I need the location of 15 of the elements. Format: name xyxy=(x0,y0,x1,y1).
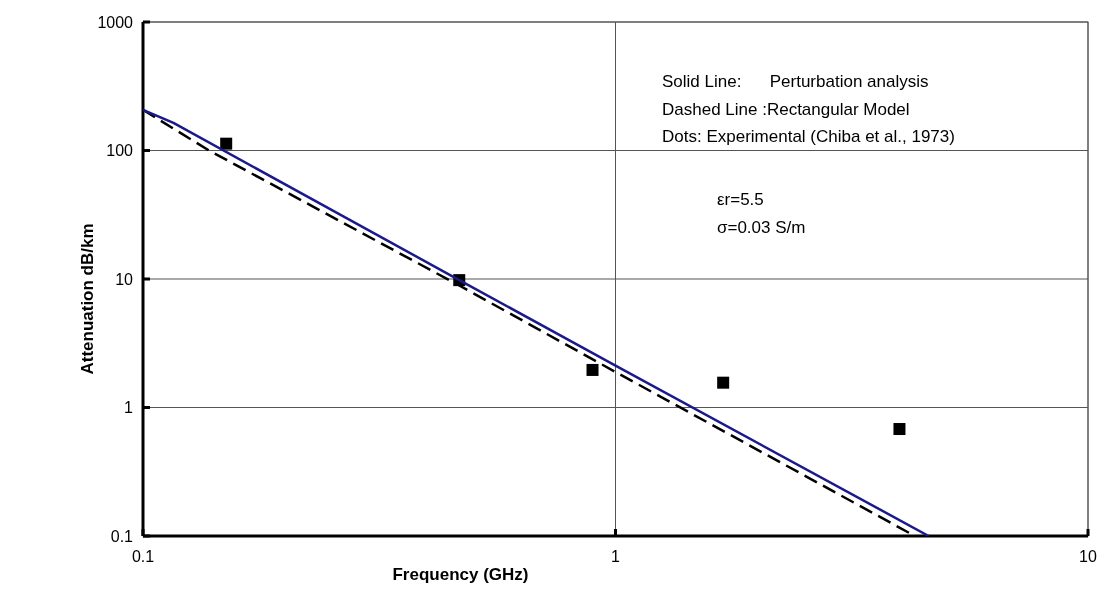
x-tick-label: 1 xyxy=(611,548,621,565)
annotation: σ=0.03 S/m xyxy=(717,217,806,237)
y-tick-label: 100 xyxy=(106,142,134,160)
annotation: εr=5.5 xyxy=(717,189,764,209)
y-tick-label: 1000 xyxy=(97,13,134,31)
x-tick-label: 10 xyxy=(1079,548,1097,565)
x-axis-title: Frequency (GHz) xyxy=(392,565,529,584)
annotation: Dashed Line :Rectangular Model xyxy=(662,99,910,119)
y-tick-label: 0.1 xyxy=(110,527,134,545)
y-axis-title: Attenuation dB/km xyxy=(78,223,97,375)
annotation: Dots: Experimental (Chiba et al., 1973) xyxy=(662,127,955,146)
x-tick-label: 0.1 xyxy=(131,548,155,565)
annotation: Solid Line: Perturbation analysis xyxy=(662,72,929,91)
y-tick-label: 10 xyxy=(115,270,134,288)
y-tick-label: 1 xyxy=(124,399,134,417)
